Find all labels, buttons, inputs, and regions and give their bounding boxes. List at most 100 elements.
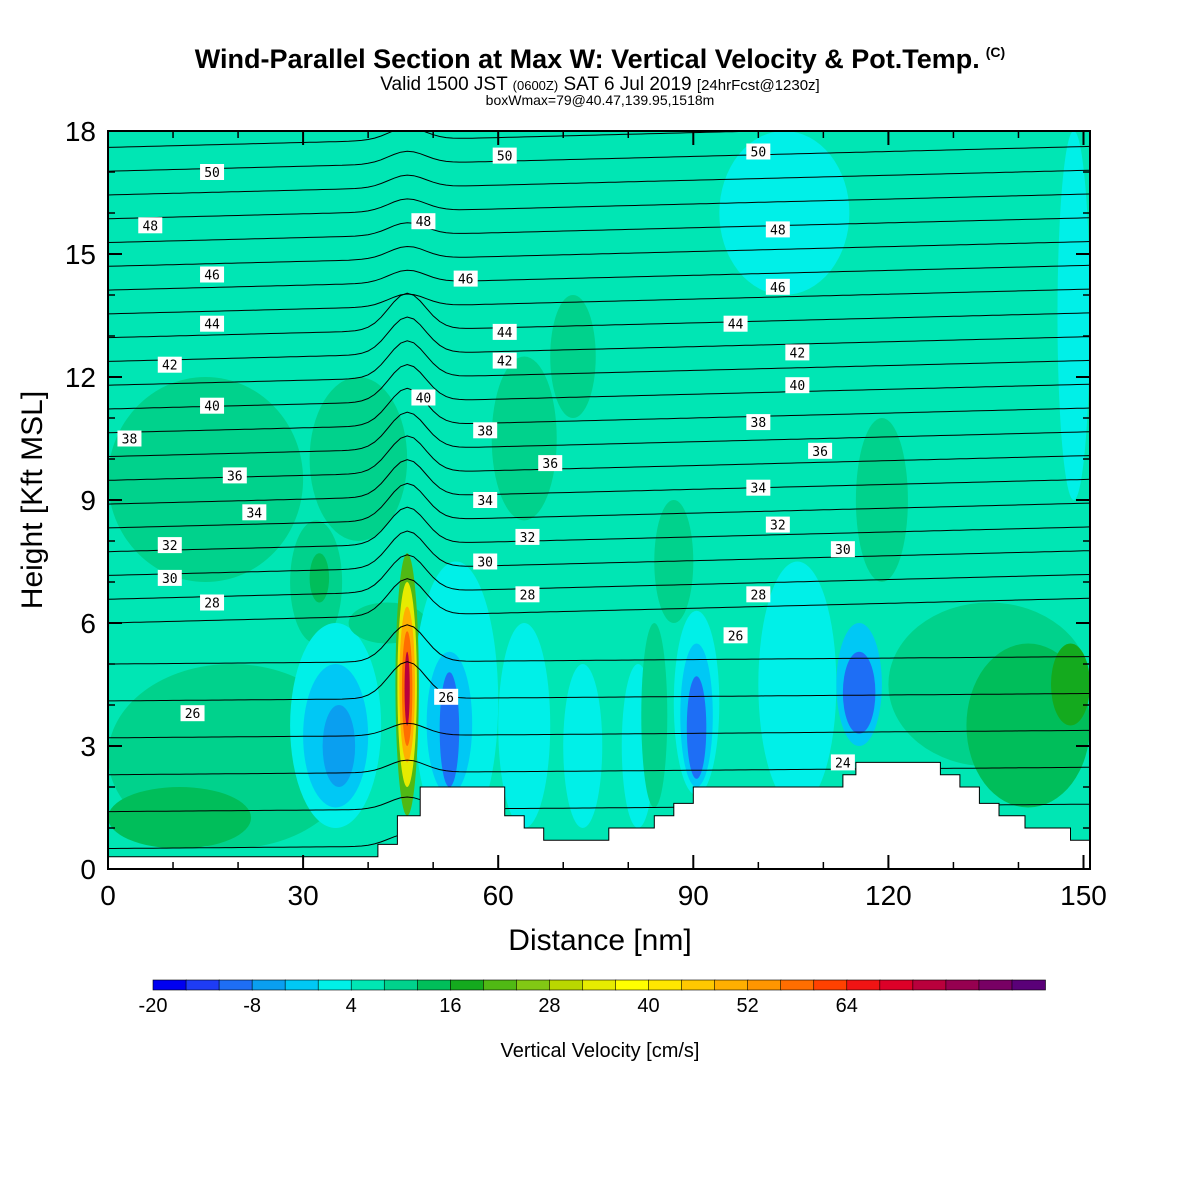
colorbar-tick-4: 28	[538, 995, 560, 1017]
theta-label-20: 38	[751, 416, 767, 431]
theta-label-bg-23	[808, 442, 833, 459]
theta-line-29	[108, 554, 1090, 600]
theta-label-bg-38	[723, 627, 748, 644]
theta-line-47	[108, 145, 1090, 172]
theta-label-bg-24	[242, 504, 267, 521]
theta-label-bg-8	[765, 278, 790, 295]
theta-line-38	[108, 340, 1090, 386]
y-tick-label-3: 9	[80, 485, 96, 516]
theta-label-36: 26	[185, 707, 201, 722]
theta-label-8: 46	[770, 281, 786, 296]
theta-line-42	[108, 264, 1090, 291]
theta-label-17: 40	[790, 379, 806, 394]
colorbar-swatch-16	[681, 979, 716, 991]
theta-label-23: 36	[812, 445, 828, 460]
theta-label-27: 32	[162, 539, 178, 554]
colorbar-swatch-0	[152, 979, 187, 991]
theta-label-bg-37	[434, 688, 459, 705]
theta-line-39	[108, 316, 1090, 362]
theta-line-31	[108, 506, 1090, 553]
velocity-cell-9	[309, 377, 408, 541]
terrain-shape	[108, 761, 1090, 869]
theta-line-43	[108, 241, 1090, 267]
velocity-cell-19	[641, 623, 668, 808]
theta-label-bg-6	[200, 266, 225, 283]
theta-line-49	[108, 99, 1090, 124]
colorbar-swatch-21	[846, 979, 881, 991]
theta-line-41	[108, 288, 1090, 315]
theta-label-bg-5	[765, 221, 790, 238]
theta-label-bg-39	[830, 754, 855, 771]
colorbar-tick-6: 52	[737, 995, 759, 1017]
theta-line-33	[108, 459, 1090, 505]
theta-label-bg-13	[492, 352, 517, 369]
theta-label-bg-35	[746, 586, 771, 603]
theta-line-32	[108, 482, 1090, 529]
theta-label-5: 48	[770, 223, 786, 238]
colorbar-swatch-12	[549, 979, 584, 991]
velocity-cell-5	[309, 553, 330, 603]
theta-label-bg-31	[473, 553, 498, 570]
colorbar-swatch-15	[648, 979, 683, 991]
theta-label-bg-29	[765, 516, 790, 533]
theta-label-38: 26	[728, 629, 744, 644]
theta-label-bg-12	[157, 356, 182, 373]
colorbar-tick-1: -8	[243, 995, 261, 1017]
theta-label-bg-20	[746, 414, 771, 431]
colorbar-swatch-22	[879, 979, 914, 991]
colorbar-tick-2: 4	[346, 995, 357, 1017]
colorbar-tick-0: -20	[139, 995, 168, 1017]
colorbar-swatch-18	[747, 979, 782, 991]
theta-label-bg-18	[117, 430, 142, 447]
theta-label-bg-1	[492, 147, 517, 164]
x-tick-label-2: 60	[483, 880, 514, 911]
colorbar-swatch-8	[416, 979, 452, 991]
theta-label-bg-10	[492, 323, 517, 340]
theta-label-22: 36	[542, 457, 558, 472]
theta-label-2: 50	[751, 146, 767, 161]
valid-date: SAT 6 Jul 2019	[563, 74, 692, 95]
theta-label-bg-0	[200, 164, 225, 180]
theta-line-40	[108, 292, 1090, 339]
theta-label-24: 34	[246, 506, 262, 521]
theta-label-bg-15	[200, 397, 225, 414]
theta-label-6: 46	[204, 269, 220, 284]
theta-label-18: 38	[122, 433, 138, 448]
theta-label-39: 24	[835, 756, 851, 771]
valid-prefix: Valid 1500 JST	[380, 74, 508, 95]
theta-label-28: 32	[520, 531, 536, 546]
y-tick-label-5: 15	[65, 239, 96, 270]
theta-label-32: 30	[835, 543, 851, 558]
x-tick-label-0: 0	[100, 880, 116, 911]
theta-label-bg-34	[515, 586, 540, 603]
y-tick-label-0: 0	[80, 854, 96, 885]
theta-label-14: 42	[790, 346, 806, 361]
velocity-cell-16	[491, 356, 557, 521]
theta-line-35	[108, 411, 1090, 457]
theta-label-16: 40	[416, 392, 432, 407]
theta-label-35: 28	[751, 588, 767, 603]
theta-label-bg-22	[538, 455, 563, 472]
y-tick-label-4: 12	[65, 362, 96, 393]
colorbar-swatch-24	[945, 979, 980, 991]
chart-title: Wind-Parallel Section at Max W: Vertical…	[0, 44, 1200, 75]
copyright-mark: (C)	[985, 44, 1006, 60]
theta-label-9: 44	[204, 318, 220, 333]
colorbar-tick-7: 64	[836, 995, 858, 1017]
theta-label-bg-32	[830, 541, 855, 558]
colorbar-swatch-2	[218, 979, 253, 991]
theta-label-37: 26	[438, 691, 454, 706]
theta-label-bg-28	[515, 528, 540, 545]
colorbar-swatch-26	[1011, 979, 1046, 991]
colorbar-swatch-19	[780, 979, 815, 991]
colorbar-swatch-17	[714, 979, 749, 991]
theta-label-bg-2	[746, 143, 771, 160]
velocity-cell-30	[1050, 643, 1090, 726]
theta-label-bg-17	[785, 377, 810, 394]
theta-label-bg-4	[411, 213, 436, 230]
velocity-cell-32	[1057, 131, 1090, 500]
colorbar-swatch-6	[350, 979, 386, 991]
theta-label-21: 36	[227, 469, 243, 484]
theta-label-bg-21	[222, 467, 247, 484]
